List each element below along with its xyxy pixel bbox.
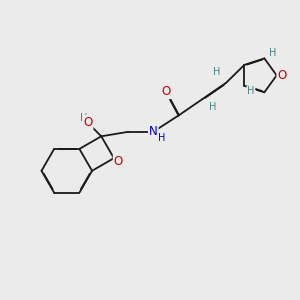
Text: H: H [80,113,87,124]
Text: N: N [149,125,158,138]
Text: H: H [158,134,165,143]
Text: O: O [114,154,123,168]
Text: H: H [269,48,276,58]
Text: H: H [209,103,216,112]
Text: O: O [278,69,286,82]
Text: O: O [161,85,170,98]
Text: O: O [83,116,92,129]
Text: H: H [213,68,220,77]
Text: H: H [247,86,255,96]
